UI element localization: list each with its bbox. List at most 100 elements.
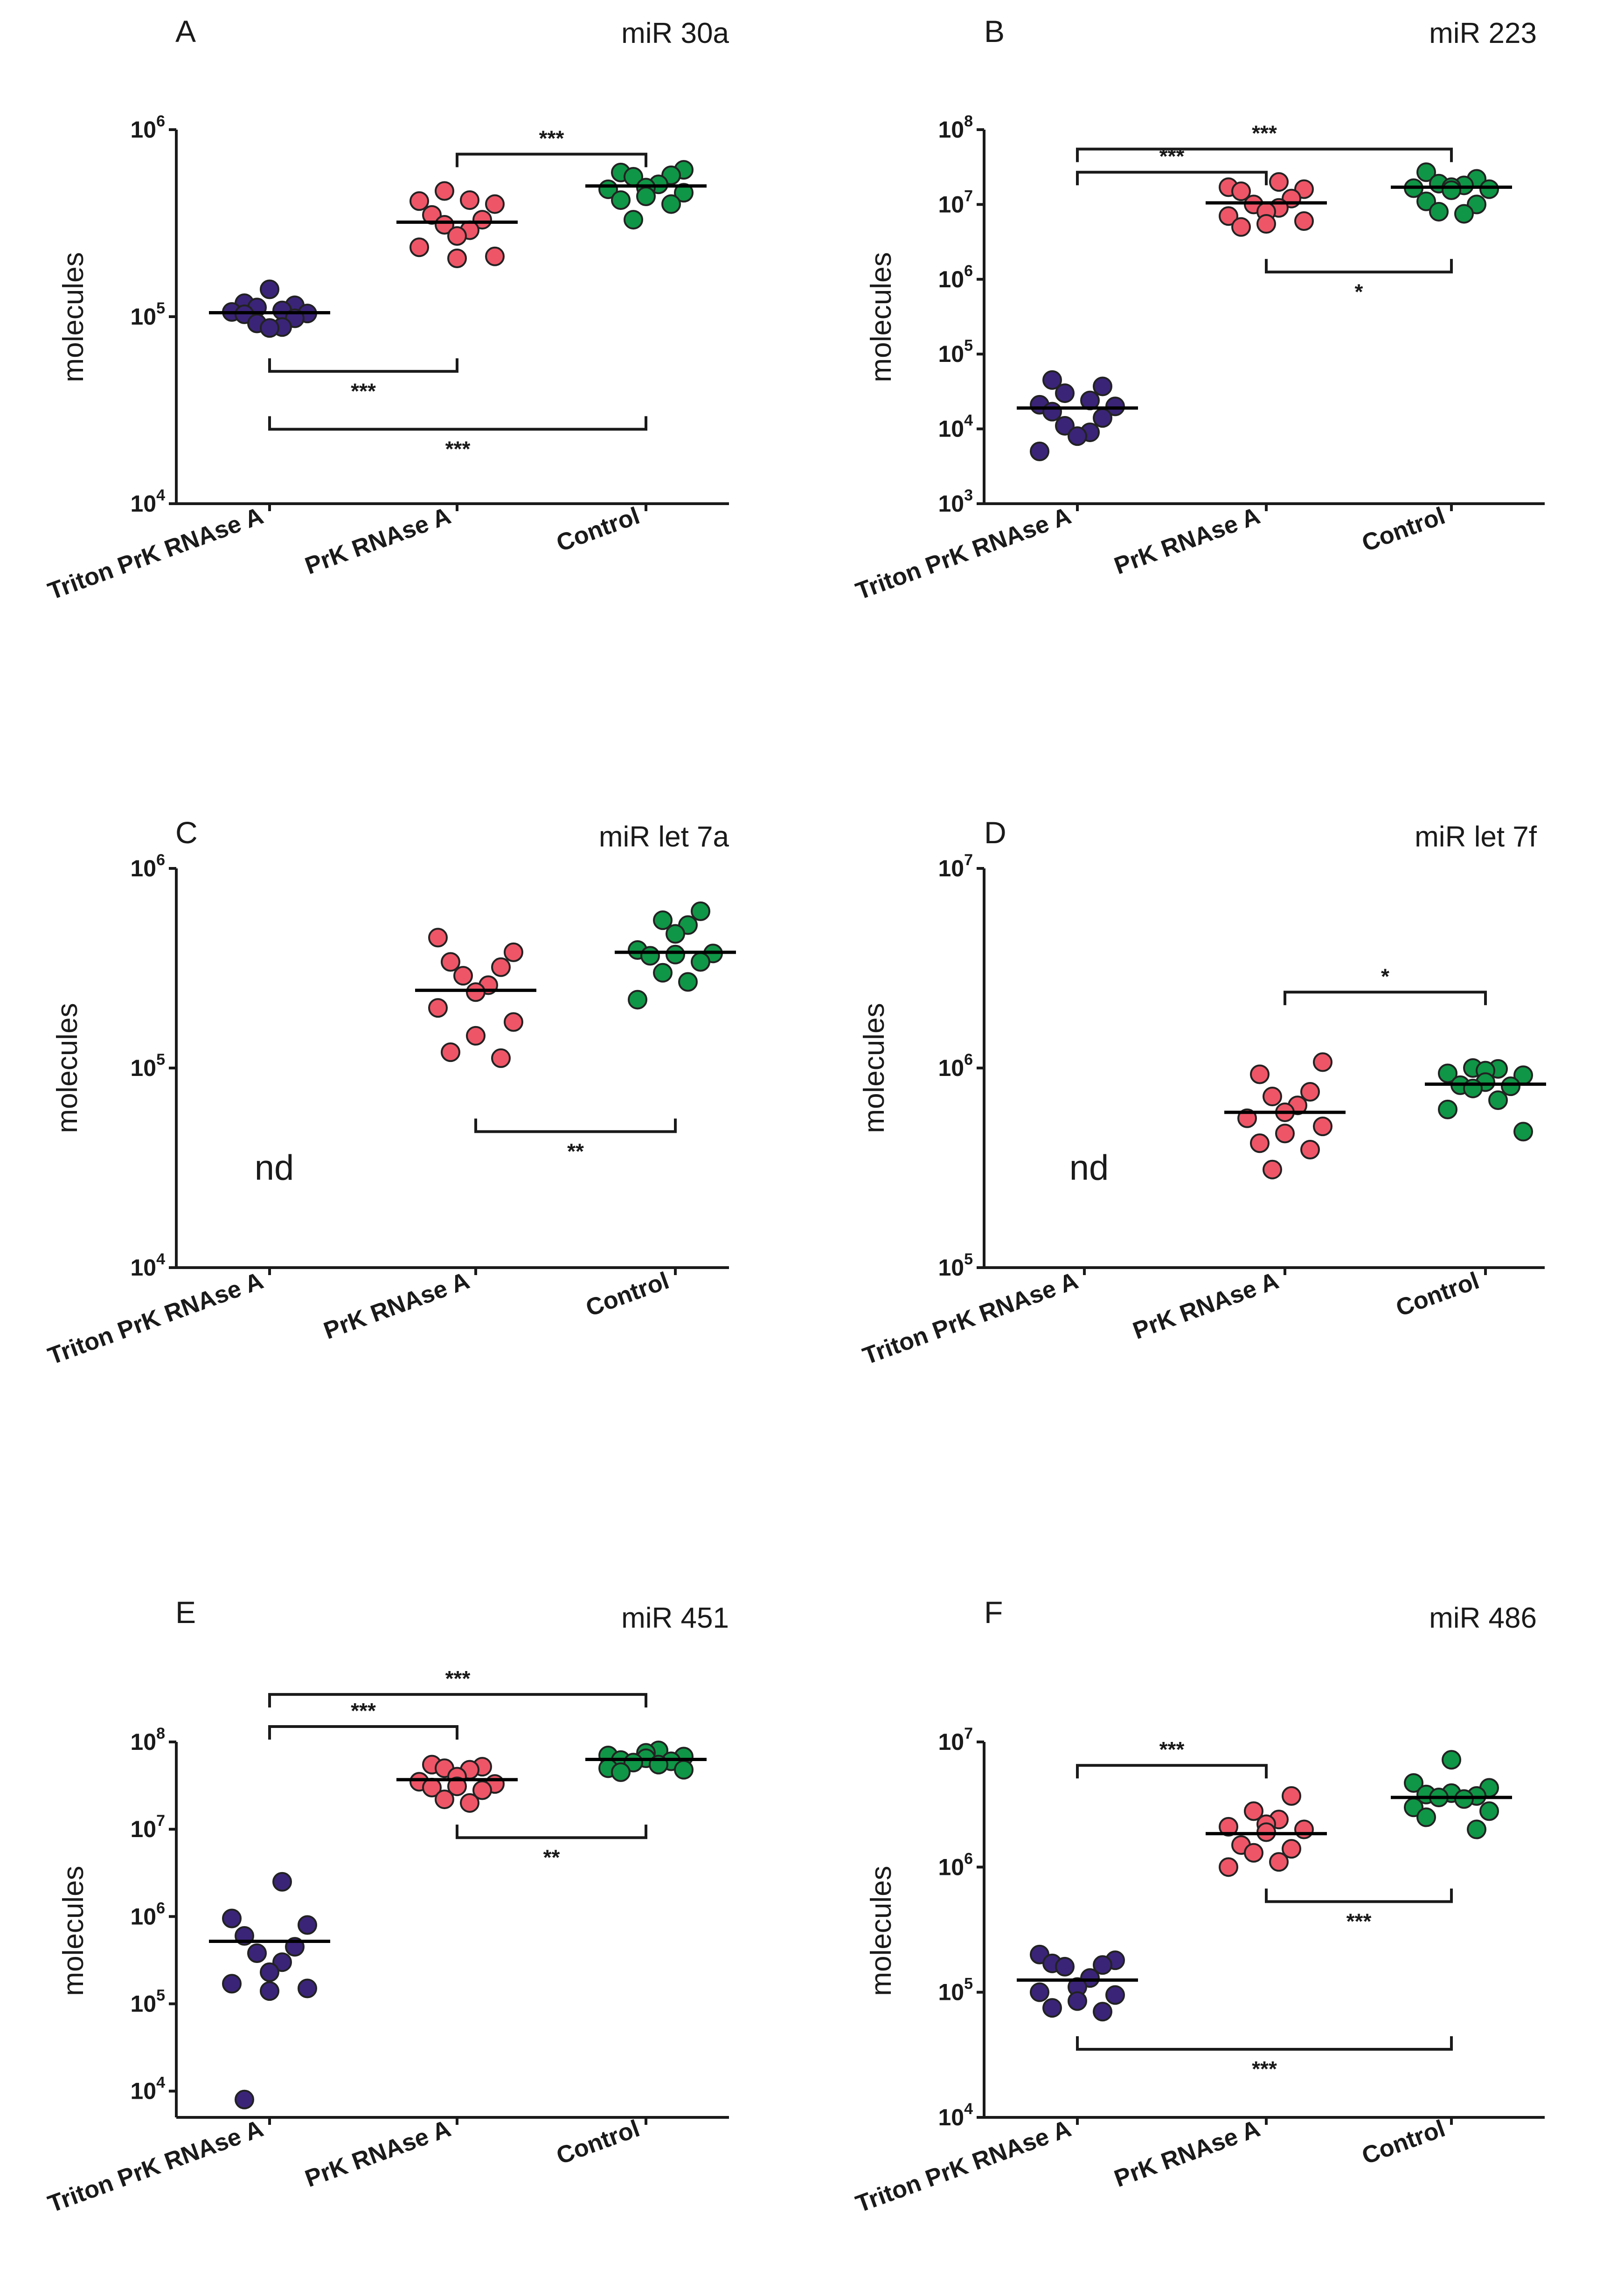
data-point: [661, 194, 681, 214]
data-point: [435, 181, 454, 201]
x-tick-label: PrK RNAse A: [1130, 1267, 1283, 1345]
data-point: [409, 191, 429, 211]
data-point: [1463, 1078, 1483, 1098]
x-tick-label: PrK RNAse A: [320, 1267, 473, 1345]
data-point: [611, 1762, 631, 1782]
panel-letter: C: [175, 815, 198, 850]
y-tick-label: 105: [130, 299, 165, 330]
y-tick-label: 106: [130, 1899, 165, 1929]
y-tick-label: 108: [938, 112, 973, 143]
y-tick-label: 104: [130, 1250, 165, 1281]
data-point: [1244, 1843, 1263, 1863]
data-point: [1105, 396, 1125, 416]
y-tick-label: 106: [938, 262, 973, 292]
data-point: [260, 279, 279, 299]
x-tick-label: Triton PrK RNAse A: [852, 502, 1075, 605]
y-tick-label: 105: [130, 1986, 165, 2017]
x-tick-label: Control: [553, 2115, 644, 2170]
panel-title: miR let 7f: [1415, 821, 1537, 853]
y-tick-label: 107: [938, 1725, 973, 1755]
x-tick-label: Triton PrK RNAse A: [44, 502, 267, 605]
y-tick-label: 108: [130, 1725, 165, 1755]
data-point: [1501, 1076, 1520, 1096]
data-point: [260, 318, 279, 338]
panel-letter: A: [175, 14, 196, 49]
data-point: [435, 1790, 454, 1810]
data-point: [272, 1872, 292, 1892]
data-point: [466, 1026, 486, 1046]
significance-label: **: [567, 1139, 584, 1163]
data-point: [1442, 1750, 1461, 1770]
data-point: [1244, 1801, 1263, 1821]
y-tick-label: 103: [938, 486, 973, 517]
significance-bracket: [1076, 2036, 1453, 2051]
significance-bracket: [1076, 1764, 1268, 1779]
data-point: [460, 1793, 479, 1813]
y-tick-label: 105: [130, 1051, 165, 1081]
data-point: [453, 966, 473, 986]
significance-bracket: [268, 1725, 458, 1740]
data-point: [1282, 1839, 1301, 1859]
significance-bracket: [268, 1693, 647, 1708]
data-point: [1042, 1998, 1062, 2018]
data-point: [1438, 1063, 1457, 1083]
significance-label: ***: [351, 1699, 376, 1723]
data-point: [1219, 206, 1238, 226]
data-point: [485, 194, 505, 214]
data-point: [485, 246, 505, 266]
data-point: [640, 946, 660, 966]
x-tick-label: PrK RNAse A: [302, 2115, 455, 2193]
x-tick-label: PrK RNAse A: [1111, 502, 1264, 580]
significance-bracket: [1265, 259, 1453, 274]
significance-bracket: [456, 1824, 647, 1839]
data-point: [1219, 1817, 1238, 1837]
significance-bracket: [1076, 147, 1453, 162]
panel-title: miR 30a: [621, 17, 729, 49]
data-point: [1454, 204, 1474, 224]
not-detected-label: nd: [1069, 1148, 1109, 1188]
data-point: [222, 1908, 242, 1928]
data-point: [247, 1943, 267, 1963]
data-point: [678, 972, 698, 992]
data-point: [628, 990, 647, 1010]
data-point: [1294, 211, 1314, 231]
significance-label: ***: [1159, 1737, 1185, 1762]
data-point: [447, 226, 467, 246]
x-tick-label: Control: [1393, 1267, 1483, 1322]
panel-letter: E: [175, 1595, 196, 1630]
y-tick-label: 104: [130, 2074, 165, 2104]
y-axis-label: molecules: [865, 252, 897, 382]
data-point: [1219, 1857, 1238, 1877]
data-point: [1416, 191, 1436, 211]
significance-label: *: [1381, 964, 1389, 988]
data-point: [1416, 162, 1436, 182]
y-tick-label: 104: [130, 486, 165, 517]
data-point: [222, 1974, 242, 1994]
data-point: [1068, 1991, 1087, 2011]
significance-label: ***: [351, 379, 376, 403]
significance-label: ***: [539, 126, 564, 150]
data-point: [1467, 1819, 1486, 1839]
data-point: [1093, 2002, 1112, 2022]
data-point: [666, 924, 685, 944]
data-point: [1068, 426, 1087, 446]
y-tick-label: 107: [130, 1812, 165, 1842]
y-axis-label: molecules: [51, 1003, 83, 1133]
y-tick-label: 104: [938, 2100, 973, 2130]
data-point: [1042, 370, 1062, 390]
x-tick-label: Control: [553, 502, 644, 557]
y-tick-label: 106: [130, 112, 165, 143]
data-point: [1513, 1122, 1533, 1142]
data-point: [1404, 1773, 1423, 1793]
data-point: [1416, 1807, 1436, 1827]
data-point: [1438, 1099, 1457, 1119]
data-point: [472, 210, 492, 230]
significance-bracket: [1284, 991, 1487, 1006]
significance-bracket: [474, 1118, 677, 1133]
y-tick-label: 105: [938, 1975, 973, 2005]
y-tick-label: 105: [938, 337, 973, 367]
